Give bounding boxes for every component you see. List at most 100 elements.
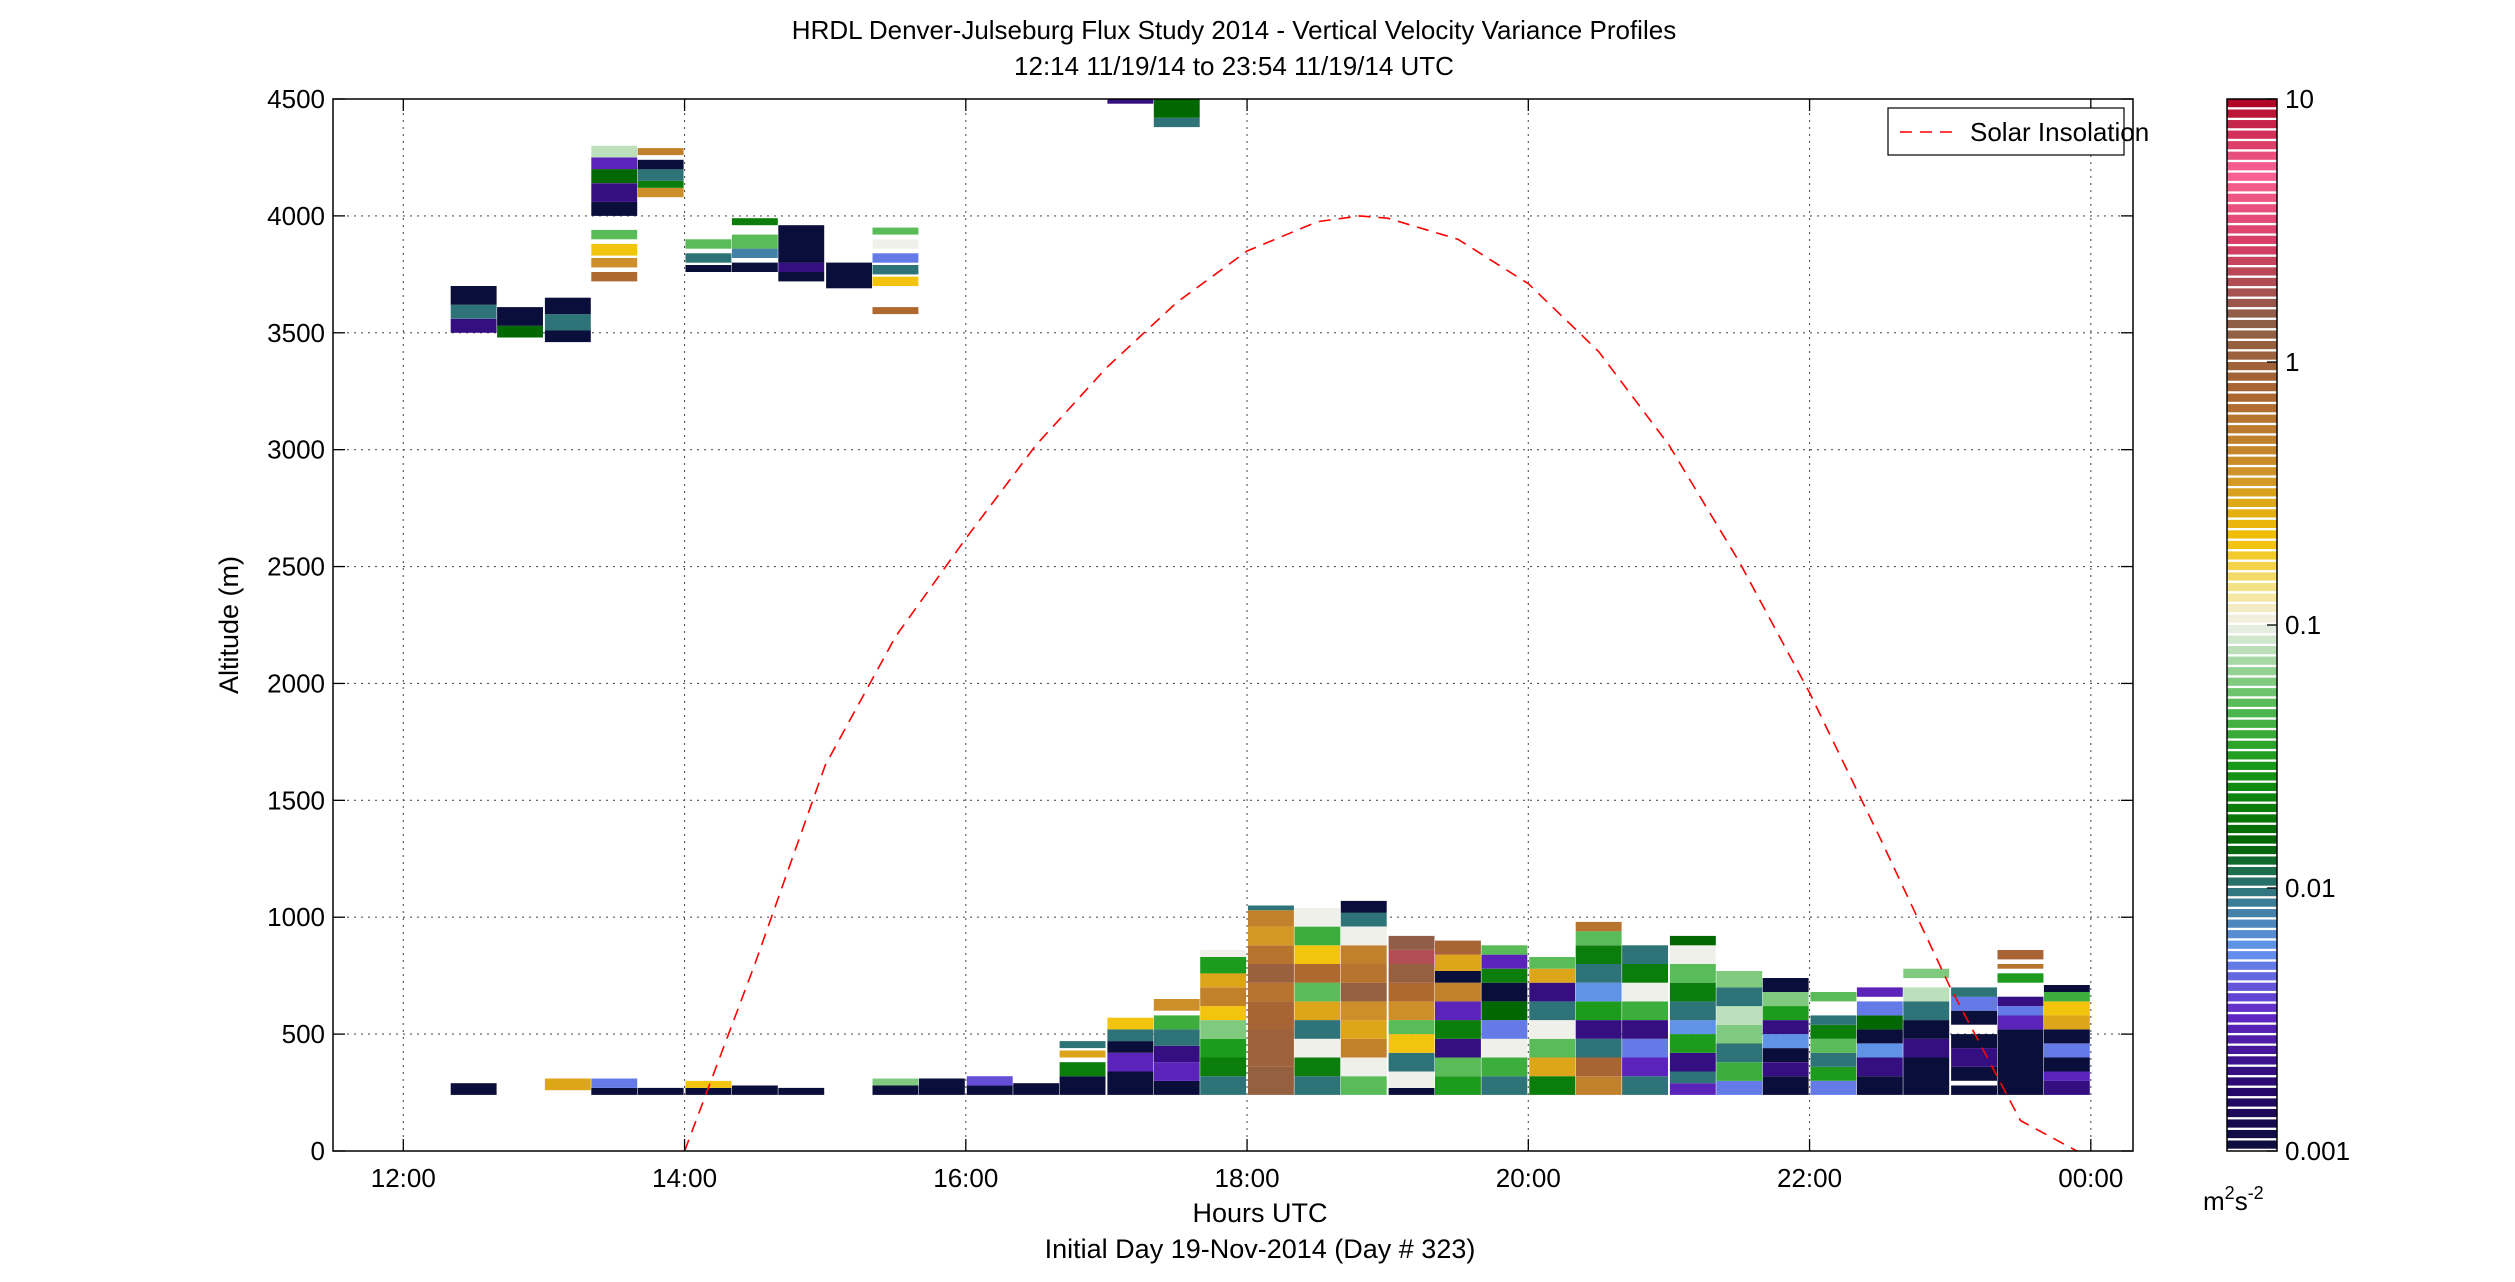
variance-cell (1435, 954, 1481, 971)
variance-cell (1340, 900, 1387, 913)
variance-cell (872, 227, 919, 235)
unit-exponent-2: -2 (2248, 1183, 2264, 1203)
variance-cell (1622, 964, 1668, 983)
variance-cell (872, 276, 919, 287)
variance-cell (1340, 1020, 1387, 1039)
colorbar-swatch (2227, 225, 2277, 234)
variance-cell (591, 258, 638, 268)
unit-mid: s (2235, 1186, 2248, 1216)
variance-cell (2043, 1043, 2090, 1058)
variance-cell (637, 159, 684, 170)
variance-cell (872, 1078, 919, 1086)
colorbar-swatch (2227, 141, 2277, 150)
colorbar-swatch (2227, 120, 2277, 129)
variance-cell (1248, 910, 1294, 927)
variance-cell (1856, 1076, 1903, 1095)
colorbar-swatch (2227, 488, 2277, 497)
variance-cell (1622, 945, 1668, 964)
variance-cell (826, 262, 872, 289)
variance-cell (1575, 945, 1622, 964)
variance-cell (1388, 935, 1435, 950)
x-axis-sublabel: Initial Day 19-Nov-2014 (Day # 323) (1045, 1234, 1476, 1264)
colorbar-swatch (2227, 782, 2277, 792)
variance-cell (637, 1087, 684, 1095)
colorbar-swatch (2227, 1129, 2277, 1139)
variance-cell (872, 253, 919, 263)
variance-cell (591, 201, 638, 216)
variance-cell (1997, 1029, 2044, 1095)
variance-cell (637, 169, 684, 181)
colorbar-swatch (2227, 393, 2277, 402)
variance-cell (1716, 1080, 1763, 1095)
variance-cell (2043, 1080, 2090, 1095)
variance-cell (1762, 1062, 1809, 1077)
colorbar-swatch (2227, 972, 2277, 981)
y-tick-label: 500 (282, 1019, 325, 1049)
colorbar-swatch (2227, 1003, 2277, 1012)
colorbar-swatch (2227, 1077, 2277, 1086)
variance-cell (637, 187, 684, 198)
variance-cell (1059, 1062, 1106, 1077)
variance-cell (450, 304, 497, 319)
variance-cell (1200, 1038, 1247, 1058)
variance-cell (1107, 1071, 1154, 1095)
plot-frame (332, 98, 2134, 1152)
variance-cell (1529, 1001, 1576, 1021)
variance-cell (1622, 1057, 1668, 1077)
variance-cell (591, 229, 638, 240)
variance-cell (1294, 964, 1341, 983)
variance-cell (1951, 987, 1997, 997)
unit-exponent-1: 2 (2225, 1183, 2235, 1203)
colorbar-swatch (2227, 235, 2277, 244)
variance-cell (1340, 1038, 1387, 1058)
variance-cell (1435, 1020, 1481, 1039)
legend-label-solar-insolation: Solar Insolation (1970, 117, 2149, 147)
variance-cell (1107, 99, 1154, 104)
colorbar-swatch (2227, 319, 2277, 329)
colorbar-swatch (2227, 593, 2277, 602)
colorbar-swatch (2227, 435, 2277, 444)
variance-cell (450, 318, 497, 333)
variance-cell (1435, 1057, 1481, 1077)
variance-cell (1762, 1006, 1809, 1021)
variance-cell (1903, 1001, 1950, 1021)
y-tick-label: 1500 (267, 785, 325, 815)
variance-cell (1481, 1057, 1528, 1077)
variance-cell (1200, 957, 1247, 974)
variance-cell (1903, 1038, 1950, 1058)
variance-cell (1294, 1038, 1341, 1058)
colorbar-swatch (2227, 993, 2277, 1002)
colorbar-swatch (2227, 362, 2277, 371)
colorbar-swatch (2227, 656, 2277, 665)
colorbar-swatch (2227, 1045, 2277, 1055)
variance-cell (872, 1085, 919, 1095)
colorbar-swatch (2227, 625, 2277, 634)
variance-cell (778, 225, 825, 263)
colorbar-ticks: 0.001 0.01 0.1 1 10 (2267, 84, 2350, 1166)
colorbar-swatch (2227, 519, 2277, 529)
variance-cell (591, 1078, 638, 1088)
variance-cell (1856, 1029, 1903, 1044)
colorbar-swatch (2227, 330, 2277, 339)
variance-cell (1951, 1066, 1997, 1081)
variance-cell (591, 183, 638, 202)
variance-cell (1529, 1076, 1576, 1095)
colorbar-swatch (2227, 551, 2277, 560)
variance-cell (1903, 968, 1950, 979)
colorbar-swatch (2227, 866, 2277, 876)
variance-cell (450, 286, 497, 305)
variance-cell (1997, 950, 2044, 960)
colorbar-tick-label: 0.1 (2285, 610, 2321, 640)
y-axis-label: Altitude (m) (214, 556, 244, 694)
variance-cell (1529, 982, 1576, 1002)
colorbar-swatch (2227, 446, 2277, 455)
x-tick-label: 12:00 (371, 1163, 436, 1193)
colorbar-swatch (2227, 298, 2277, 308)
variance-cell (1200, 1020, 1247, 1039)
variance-cell (1575, 921, 1622, 932)
colorbar-swatch (2227, 1108, 2277, 1118)
variance-cell (1951, 1010, 1997, 1025)
variance-cell (778, 262, 825, 272)
chart-title: HRDL Denver-Julseburg Flux Study 2014 - … (792, 15, 1676, 45)
variance-cell (1762, 1048, 1809, 1063)
